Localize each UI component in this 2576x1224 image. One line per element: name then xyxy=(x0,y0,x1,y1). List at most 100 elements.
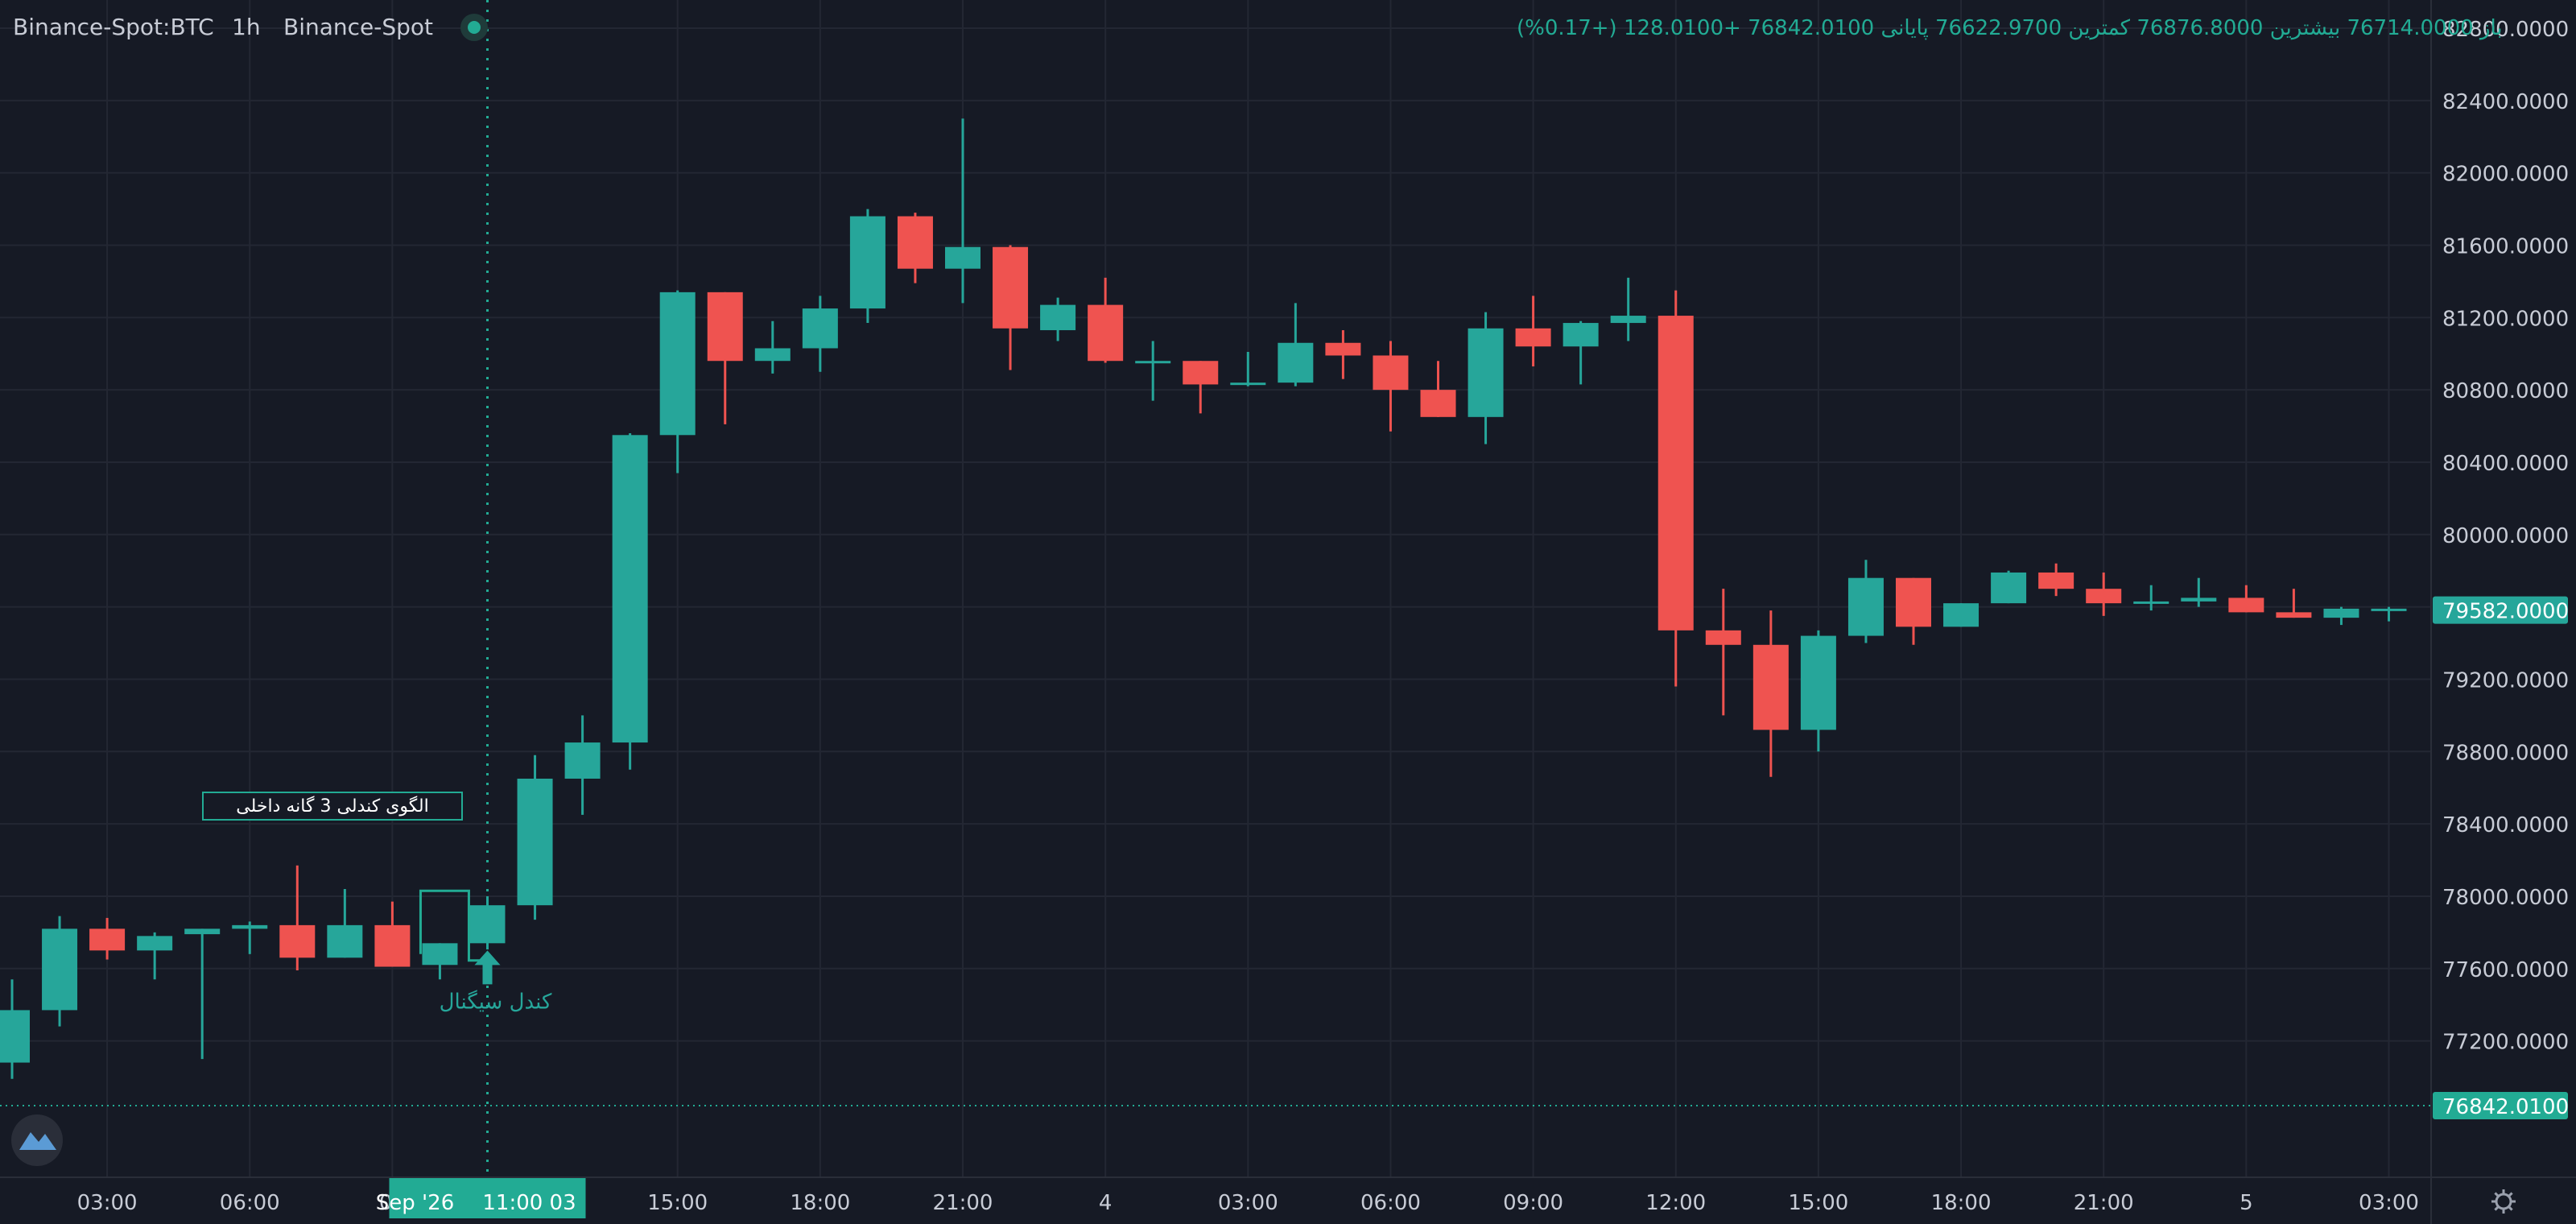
bear-candle[interactable] xyxy=(374,901,411,967)
x-tick-label: 06:00 xyxy=(1360,1191,1421,1215)
bull-candle[interactable] xyxy=(1943,603,1979,627)
bull-candle[interactable] xyxy=(2371,606,2407,622)
candle-body xyxy=(374,924,411,967)
bear-candle[interactable] xyxy=(707,292,743,424)
bull-candle[interactable] xyxy=(2133,585,2169,611)
bull-candle[interactable] xyxy=(1040,297,1076,341)
exchange-label[interactable]: Binance-Spot xyxy=(283,14,433,40)
candle-body xyxy=(2276,612,2312,618)
bear-candle[interactable] xyxy=(2086,572,2122,616)
candle-body xyxy=(993,246,1029,329)
bull-candle[interactable] xyxy=(802,296,838,372)
bull-candle[interactable] xyxy=(754,320,791,374)
candle-body xyxy=(1991,572,2027,604)
bear-candle[interactable] xyxy=(1325,330,1361,379)
bull-candle[interactable] xyxy=(2181,577,2217,607)
y-tick-label: 78800.0000 xyxy=(2442,741,2569,765)
bull-candle[interactable] xyxy=(137,932,173,980)
bull-candle[interactable] xyxy=(1991,570,2027,604)
candle-body xyxy=(327,924,363,958)
bear-candle[interactable] xyxy=(1705,589,1741,716)
bear-candle[interactable] xyxy=(1420,361,1456,417)
candle-body xyxy=(1752,644,1789,730)
bear-candle[interactable] xyxy=(279,865,316,971)
candle-body xyxy=(897,216,933,269)
x-tick-label: 03:00 xyxy=(77,1191,138,1215)
bull-candle[interactable] xyxy=(849,209,886,324)
bull-candle[interactable] xyxy=(1468,312,1504,445)
bull-candle[interactable] xyxy=(184,928,221,1060)
bull-candle[interactable] xyxy=(564,715,601,815)
candle-body xyxy=(1515,328,1551,347)
candle-body xyxy=(1800,635,1836,730)
candle-body xyxy=(1278,342,1314,383)
candle-body xyxy=(2228,598,2264,613)
bull-candle[interactable] xyxy=(1135,341,1171,401)
signal-label: کندل سیگنال xyxy=(440,989,552,1014)
candle-body xyxy=(1420,390,1456,417)
y-tick-label: 80400.0000 xyxy=(2442,452,2569,476)
bull-candle[interactable] xyxy=(1563,320,1599,385)
bear-candle[interactable] xyxy=(897,213,933,283)
bear-candle[interactable] xyxy=(1183,361,1219,414)
bull-candle[interactable] xyxy=(517,755,553,920)
bear-candle[interactable] xyxy=(89,917,126,960)
bear-candle[interactable] xyxy=(1515,296,1551,366)
bear-candle[interactable] xyxy=(1088,277,1124,363)
bear-candle[interactable] xyxy=(993,245,1029,370)
bull-candle[interactable] xyxy=(1800,630,1836,752)
bull-candle[interactable] xyxy=(945,118,980,304)
bull-candle[interactable] xyxy=(1278,303,1314,387)
bull-candle[interactable] xyxy=(42,916,78,1027)
candle-body xyxy=(1657,316,1694,631)
x-tick-label: 5 xyxy=(2240,1191,2253,1215)
bear-candle[interactable] xyxy=(2228,585,2264,613)
bear-candle[interactable] xyxy=(2276,589,2312,618)
x-tick-label: 03:00 xyxy=(2359,1191,2419,1215)
bull-candle[interactable] xyxy=(422,943,458,980)
bear-candle[interactable] xyxy=(1752,610,1789,777)
y-tick-label: 79200.0000 xyxy=(2442,668,2569,693)
x-tick-label: 06:00 xyxy=(220,1191,280,1215)
bull-candle[interactable] xyxy=(1230,351,1266,387)
price-marker-bg xyxy=(2433,1092,2568,1119)
gear-icon[interactable] xyxy=(2491,1189,2516,1214)
price-marker: 76842.0100 xyxy=(2433,1092,2569,1119)
bull-candle[interactable] xyxy=(469,895,506,949)
bear-candle[interactable] xyxy=(1657,290,1694,687)
y-tick-label: 77200.0000 xyxy=(2442,1031,2569,1055)
candle-body xyxy=(184,928,221,935)
interval-label[interactable]: 1h xyxy=(232,14,261,40)
candle-body xyxy=(564,742,601,779)
x-tick-label: 4 xyxy=(1099,1191,1113,1215)
candle-body xyxy=(469,905,506,944)
candle-body xyxy=(659,292,696,436)
y-tick-label: 78000.0000 xyxy=(2442,886,2569,910)
candle-body xyxy=(1468,328,1504,417)
bull-candle[interactable] xyxy=(232,921,268,954)
candle-body xyxy=(1088,304,1124,362)
candle-body xyxy=(1563,323,1599,347)
x-tick-label: 21:00 xyxy=(933,1191,993,1215)
bull-candle[interactable] xyxy=(2323,606,2359,626)
symbol-label[interactable]: Binance-Spot:BTC xyxy=(13,14,214,40)
crosshair-time-label: 11:00 03 xyxy=(482,1191,576,1215)
bear-candle[interactable] xyxy=(1373,341,1409,432)
bull-candle[interactable] xyxy=(1847,560,1884,643)
bull-candle[interactable] xyxy=(612,433,648,770)
bear-candle[interactable] xyxy=(2038,563,2074,597)
bear-candle[interactable] xyxy=(1896,577,1931,645)
price-marker: 79582.0000 xyxy=(2433,596,2569,624)
candle-body xyxy=(2086,589,2122,604)
y-tick-label: 81200.0000 xyxy=(2442,307,2569,331)
mountain-logo-icon[interactable] xyxy=(11,1114,63,1166)
bull-candle[interactable] xyxy=(1610,277,1646,341)
bull-candle[interactable] xyxy=(659,290,696,473)
bull-candle[interactable] xyxy=(0,979,30,1079)
candle-body xyxy=(754,348,791,362)
pattern-label-box[interactable] xyxy=(202,792,463,821)
bull-candle[interactable] xyxy=(327,888,363,958)
candle-body xyxy=(279,924,316,958)
